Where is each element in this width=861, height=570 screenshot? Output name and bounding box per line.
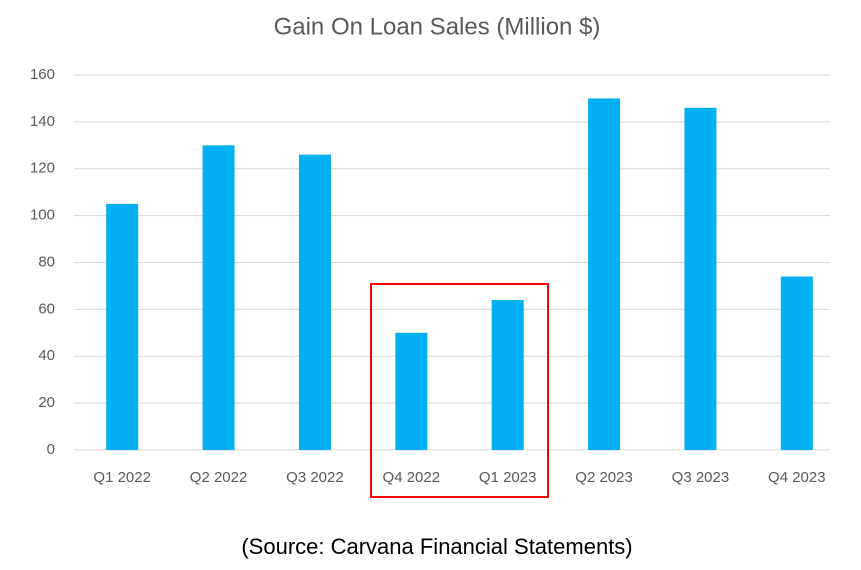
bar (780, 276, 813, 450)
bar (395, 332, 428, 450)
bar (684, 107, 717, 450)
bar (106, 203, 139, 450)
x-tick-label: Q4 2023 (768, 469, 826, 486)
y-tick-label: 40 (38, 347, 55, 364)
bar (491, 300, 524, 450)
y-tick-label: 60 (38, 300, 55, 317)
x-tick-label: Q4 2022 (383, 469, 441, 486)
x-tick-label: Q3 2022 (286, 469, 344, 486)
source-note: (Source: Carvana Financial Statements) (241, 534, 632, 559)
y-tick-label: 80 (38, 253, 55, 270)
y-tick-label: 140 (30, 113, 55, 130)
y-tick-label: 120 (30, 160, 55, 177)
x-tick-label: Q1 2023 (479, 469, 537, 486)
y-tick-label: 20 (38, 394, 55, 411)
bar (298, 154, 331, 450)
y-tick-label: 0 (47, 441, 55, 458)
bar (588, 98, 621, 450)
y-tick-label: 160 (30, 66, 55, 83)
chart-title: Gain On Loan Sales (Million $) (274, 13, 601, 40)
y-tick-label: 100 (30, 207, 55, 224)
highlight-box (370, 283, 549, 498)
x-tick-label: Q2 2022 (190, 469, 248, 486)
x-tick-label: Q2 2023 (575, 469, 633, 486)
bar (202, 145, 235, 450)
x-tick-label: Q3 2023 (672, 469, 730, 486)
x-tick-label: Q1 2022 (93, 469, 151, 486)
